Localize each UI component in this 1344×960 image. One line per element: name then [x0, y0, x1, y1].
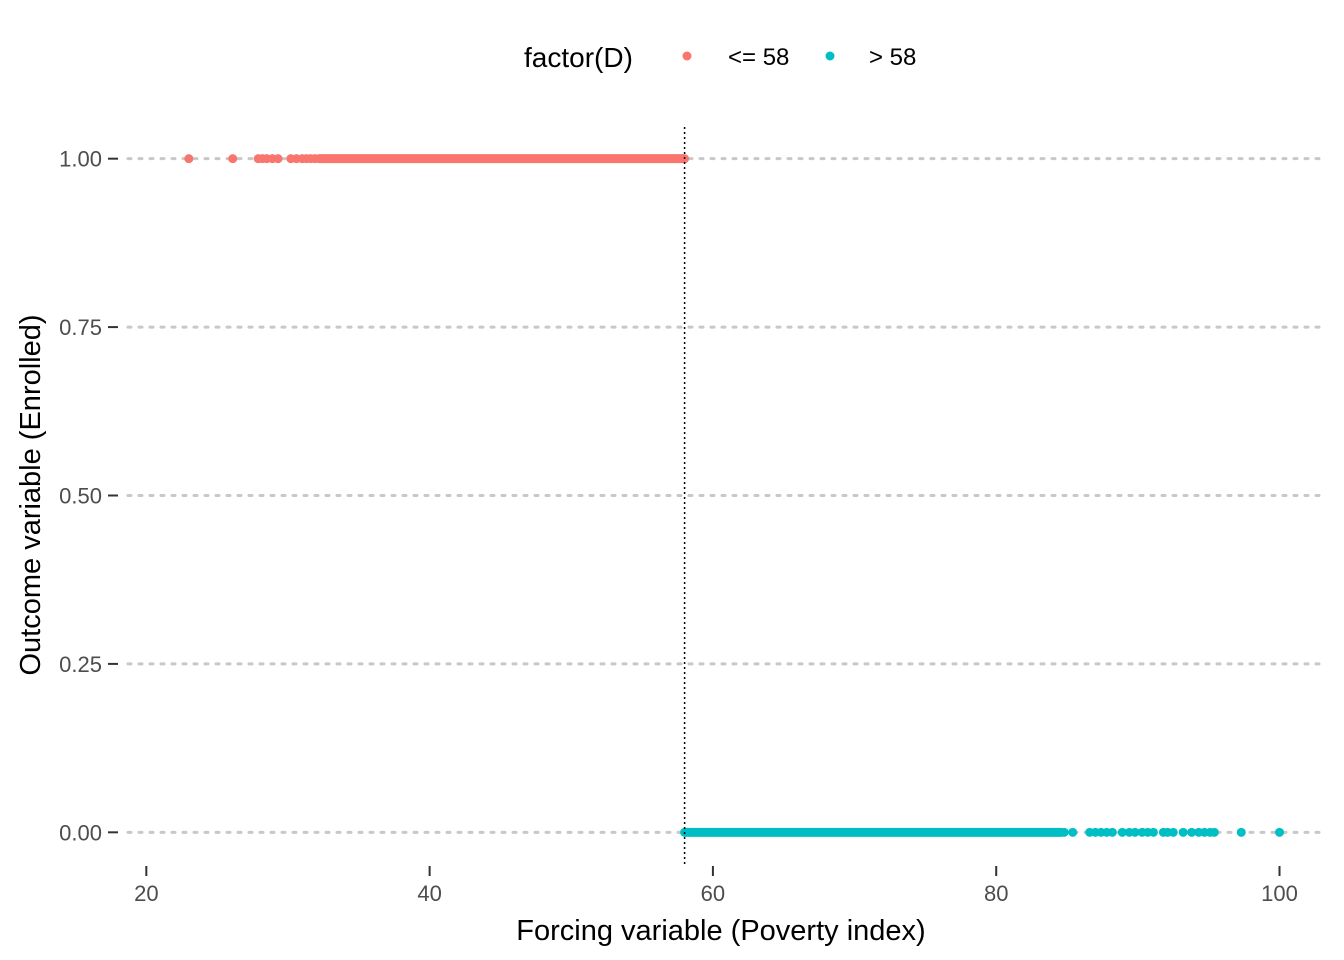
grid-lines — [126, 157, 1324, 834]
plot-panel: 0.00 0.25 0.50 0.75 1.00 20 40 60 80 100 — [59, 127, 1324, 906]
data-point — [1130, 827, 1140, 837]
y-tick-label: 1.00 — [59, 147, 102, 172]
y-tick-label: 0.75 — [59, 315, 102, 340]
data-point — [1178, 827, 1188, 837]
data-point — [1168, 827, 1178, 837]
y-tick-label: 0.50 — [59, 484, 102, 509]
x-tick-label: 80 — [984, 881, 1008, 906]
data-point — [310, 154, 320, 164]
x-axis-title: Forcing variable (Poverty index) — [516, 915, 925, 947]
data-point — [1148, 827, 1158, 837]
data-point — [1275, 827, 1285, 837]
x-tick-label: 40 — [417, 881, 441, 906]
data-points — [184, 154, 1285, 837]
x-tick-label: 60 — [701, 881, 725, 906]
legend-label-high: > 58 — [869, 44, 916, 71]
y-axis: 0.00 0.25 0.50 0.75 1.00 — [59, 147, 118, 845]
legend: factor(D) <= 58 > 58 — [524, 42, 916, 73]
x-tick-label: 20 — [134, 881, 158, 906]
data-point — [184, 154, 194, 164]
data-point — [1117, 827, 1127, 837]
data-point — [1059, 827, 1069, 837]
data-point — [273, 154, 283, 164]
y-axis-title: Outcome variable (Enrolled) — [15, 314, 47, 675]
data-point — [1068, 827, 1078, 837]
data-point — [1107, 827, 1117, 837]
y-tick-label: 0.00 — [59, 820, 102, 845]
data-point — [228, 154, 238, 164]
data-point — [1187, 827, 1197, 837]
x-axis: 20 40 60 80 100 — [134, 866, 1298, 906]
y-tick-label: 0.25 — [59, 652, 102, 677]
legend-swatch-low — [682, 51, 692, 61]
legend-title: factor(D) — [524, 42, 633, 73]
x-tick-label: 100 — [1261, 881, 1298, 906]
legend-label-low: <= 58 — [728, 44, 789, 71]
legend-swatch-high — [825, 51, 835, 61]
data-point — [1209, 827, 1219, 837]
data-point — [1236, 827, 1246, 837]
